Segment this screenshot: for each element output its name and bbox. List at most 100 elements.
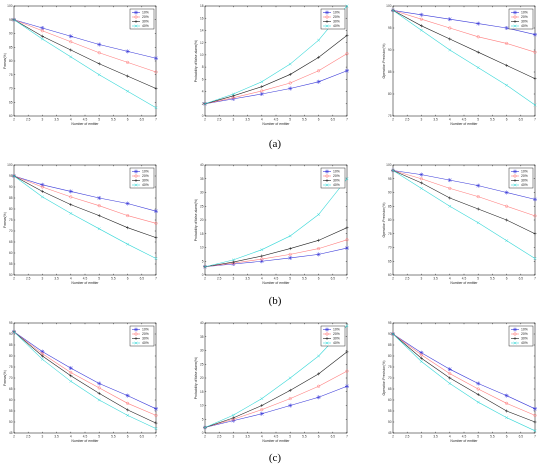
y-tick-label: 45 xyxy=(9,431,13,435)
data-point xyxy=(419,360,423,363)
caption-row-2: (b) xyxy=(269,295,282,307)
y-tick-label: 95 xyxy=(9,321,13,325)
y-tick-label: 85 xyxy=(388,70,392,74)
legend-marker xyxy=(134,10,138,15)
data-point xyxy=(345,4,349,8)
x-tick-label: 2 xyxy=(392,435,394,439)
series-line-40pct xyxy=(392,170,536,259)
data-point xyxy=(260,80,264,84)
x-axis-label: Number of emitter xyxy=(450,439,478,443)
x-tick-label: 3.5 xyxy=(54,277,59,281)
data-point xyxy=(345,350,349,354)
data-point xyxy=(476,66,480,70)
y-tick-label: 50 xyxy=(9,273,13,277)
legend-label: 10% xyxy=(333,170,340,174)
data-point xyxy=(533,413,537,417)
data-point xyxy=(40,26,45,30)
legend-label: 30% xyxy=(521,179,528,183)
legend-marker xyxy=(134,332,138,336)
y-tick-label: 90 xyxy=(9,32,13,36)
data-point xyxy=(259,411,264,416)
data-point xyxy=(203,265,207,269)
data-point xyxy=(125,49,130,54)
legend-marker xyxy=(325,20,329,23)
series-line-20pct xyxy=(13,175,157,224)
data-point xyxy=(40,195,44,199)
data-point xyxy=(317,384,321,388)
legend-marker xyxy=(134,327,138,332)
caption-row-1: (a) xyxy=(269,138,282,150)
data-point xyxy=(317,213,321,216)
x-tick-label: 2.5 xyxy=(26,435,31,439)
data-point xyxy=(288,252,292,256)
data-point xyxy=(317,55,321,59)
legend-label: 20% xyxy=(333,174,340,178)
data-point xyxy=(154,236,158,240)
x-tick-label: 6 xyxy=(318,435,320,439)
data-point xyxy=(260,404,264,407)
x-tick-label: 2 xyxy=(204,277,206,281)
data-point xyxy=(448,186,452,190)
data-point xyxy=(505,218,509,222)
x-tick-label: 3.5 xyxy=(54,118,59,122)
y-tick-label: 35 xyxy=(200,335,204,339)
data-point xyxy=(125,393,130,398)
x-tick-label: 4 xyxy=(70,277,72,281)
legend-label: 20% xyxy=(333,15,340,19)
data-point xyxy=(448,37,452,41)
data-point xyxy=(345,369,349,373)
data-point xyxy=(97,398,101,402)
data-point xyxy=(260,254,264,258)
y-tick-label: 15 xyxy=(200,232,204,236)
y-tick-label: 85 xyxy=(388,204,392,208)
data-point xyxy=(533,32,537,37)
data-point xyxy=(345,33,349,37)
data-point xyxy=(154,56,158,61)
legend-marker xyxy=(325,10,329,15)
y-tick-label: 55 xyxy=(9,409,13,413)
x-tick-label: 4.5 xyxy=(83,277,88,281)
data-point xyxy=(231,262,236,266)
legend-label: 10% xyxy=(333,11,340,15)
legend-marker xyxy=(325,183,329,187)
legend-marker xyxy=(513,15,517,19)
legend-label: 20% xyxy=(142,15,149,19)
legend-marker xyxy=(325,169,329,174)
y-tick-label: 45 xyxy=(388,431,392,435)
series-line-20pct xyxy=(204,53,348,105)
x-tick-label: 6.5 xyxy=(519,277,524,281)
data-point xyxy=(505,63,509,67)
legend-marker xyxy=(325,24,329,28)
legend-marker xyxy=(325,332,329,336)
y-tick-label: 10 xyxy=(200,246,204,250)
y-tick-label: 80 xyxy=(388,92,392,96)
x-tick-label: 7 xyxy=(346,435,348,439)
series-line-10pct xyxy=(392,170,536,200)
legend-label: 30% xyxy=(142,20,149,24)
data-point xyxy=(476,393,480,396)
data-point xyxy=(505,409,509,413)
y-tick-label: 70 xyxy=(9,376,13,380)
data-point xyxy=(69,370,73,375)
x-tick-label: 7 xyxy=(155,435,157,439)
x-tick-label: 3 xyxy=(42,435,44,439)
x-tick-label: 3.5 xyxy=(245,435,250,439)
legend-marker xyxy=(325,341,329,345)
series-line-40pct xyxy=(13,19,157,109)
x-tick-label: 5.5 xyxy=(302,277,307,281)
data-point xyxy=(126,401,130,405)
data-point xyxy=(419,17,423,21)
chart-b-left: 2 2.5 3 3.5 4 4.5 5 5.5 6 6.5 7 50 55 60 65 70 75 80 85 90 9… xyxy=(3,163,158,285)
data-point xyxy=(391,169,395,172)
y-axis-label: Operation Precision(%) xyxy=(382,43,386,78)
y-tick-label: 95 xyxy=(9,18,13,22)
data-point xyxy=(69,203,73,207)
x-tick-label: 2 xyxy=(13,435,15,439)
x-tick-label: 4.5 xyxy=(83,435,88,439)
data-point xyxy=(448,382,452,385)
x-tick-label: 5 xyxy=(289,277,291,281)
x-tick-label: 5.5 xyxy=(111,118,116,122)
x-tick-label: 7 xyxy=(534,435,536,439)
data-point xyxy=(317,69,321,73)
series-line-20pct xyxy=(392,333,536,416)
